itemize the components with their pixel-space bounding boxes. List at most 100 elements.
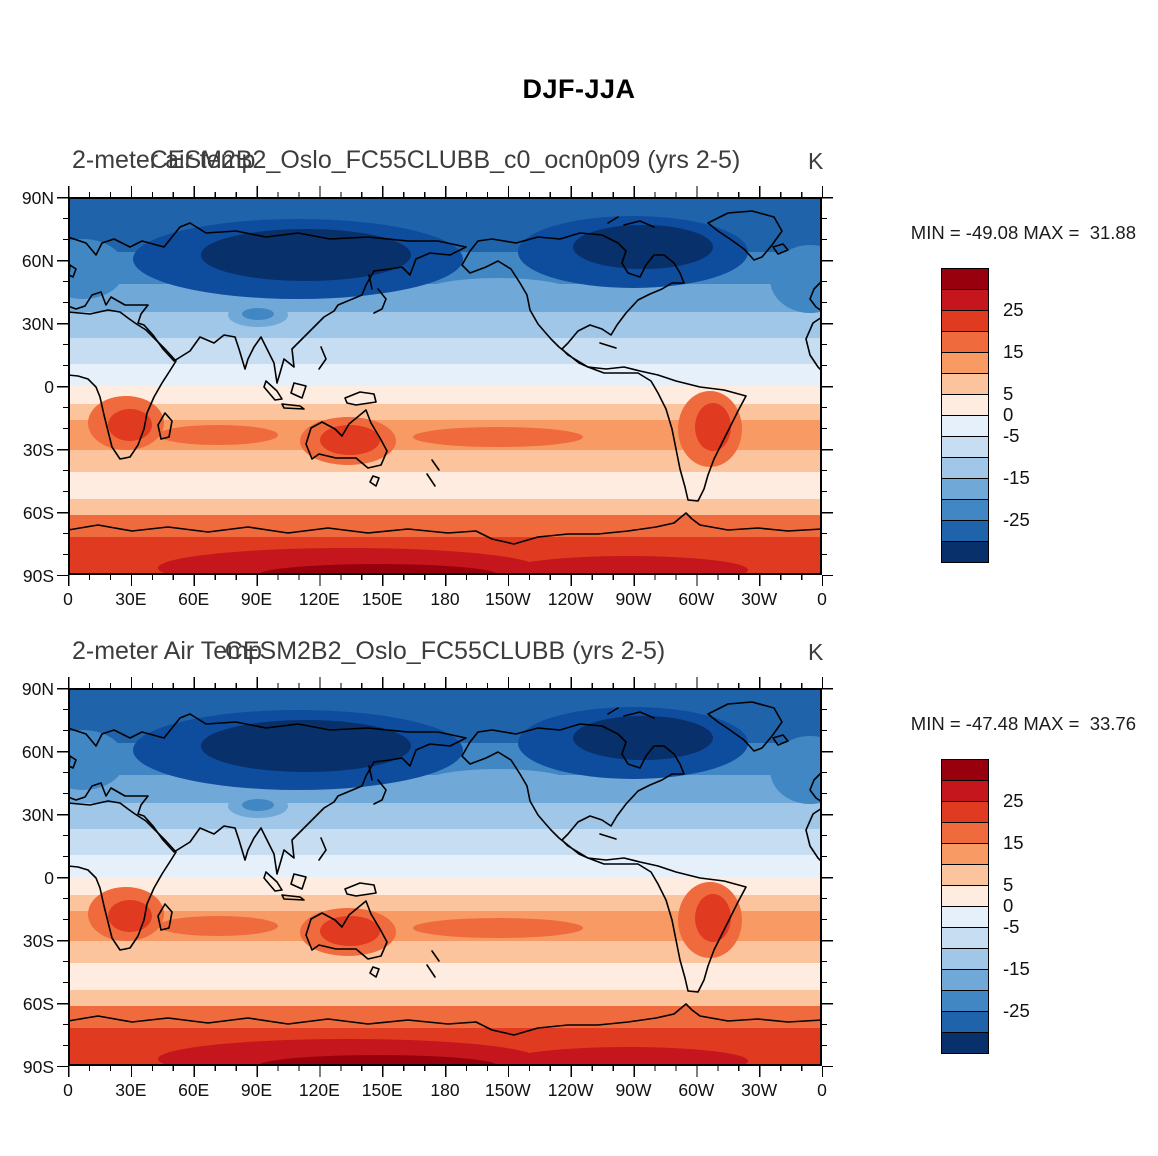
colorbar-box: [941, 268, 989, 290]
colorbar-box: [941, 541, 989, 563]
lat-tick-label: 90S: [22, 566, 54, 586]
lon-axis-labels: 0 30E 60E 90E 120E 150E 180 150W 120W 90W 60W 30W 0: [63, 1080, 827, 1102]
lat-tick-label: 30N: [21, 805, 54, 825]
lat-axis-labels: 90N 60N 30N 0 30S 60S 90S: [10, 679, 54, 1077]
x-axis-ticks-top: [68, 186, 823, 197]
lon-tick-label: 150W: [484, 589, 531, 609]
lat-tick-label: 90N: [21, 188, 54, 208]
colorbar-box: [941, 906, 989, 928]
units-label: K: [808, 148, 824, 174]
colorbar-box: [941, 310, 989, 332]
y-axis-ticks-right: [822, 688, 833, 1067]
panel-top: CESM2B2_Oslo_FC55CLUBB_c0_ocn0p09 (yrs 2…: [10, 146, 1136, 611]
colorbar-box: [941, 780, 989, 802]
panel-bottom: CESM2B2_Oslo_FC55CLUBB (yrs 2-5) 2-meter…: [0, 491, 1158, 1111]
lat-tick-label: 60N: [21, 742, 54, 762]
lon-tick-label: 30W: [741, 589, 778, 609]
colorbar-box: [941, 822, 989, 844]
colorbar-stack: [941, 759, 989, 1054]
minmax-stats: MIN = -49.08 MAX = 31.88: [910, 222, 1136, 243]
colorbar-tick-label: 15: [1003, 832, 1024, 853]
panel-title-row: CESM2B2_Oslo_FC55CLUBB_c0_ocn0p09 (yrs 2…: [68, 146, 824, 180]
colorbar-stack: [941, 268, 989, 563]
lon-tick-label: 150E: [361, 1080, 403, 1100]
colorbar: 25 15 5 0 -5 -15 -25: [941, 268, 1071, 563]
colorbar-box: [941, 990, 989, 1012]
colorbar-tick-label: -5: [1003, 425, 1020, 446]
lon-tick-label: 120W: [547, 1080, 594, 1100]
lat-axis-labels: 90N 60N 30N 0 30S 60S 90S: [10, 188, 54, 586]
colorbar-box: [941, 352, 989, 374]
lon-tick-label: 90E: [240, 589, 273, 609]
colorbar-tick-label: -25: [1003, 509, 1030, 530]
colorbar-box: [941, 948, 989, 970]
lat-tick-label: 60N: [21, 251, 54, 271]
lon-tick-label: 30E: [115, 589, 147, 609]
panel-title-row: CESM2B2_Oslo_FC55CLUBB (yrs 2-5) 2-meter…: [68, 637, 823, 671]
colorbar-box: [941, 927, 989, 949]
colorbar-tick-label: -5: [1003, 916, 1020, 937]
lon-tick-label: 120E: [298, 589, 340, 609]
lon-tick-label: 150E: [361, 589, 403, 609]
experiment-title: CESM2B2_Oslo_FC55CLUBB (yrs 2-5): [224, 637, 666, 665]
colorbar-tick-label: 25: [1003, 299, 1024, 320]
colorbar-box: [941, 331, 989, 353]
colorbar-tick-label: -15: [1003, 467, 1030, 488]
colorbar-box: [941, 457, 989, 479]
lon-tick-label: 60E: [178, 1080, 210, 1100]
lat-tick-label: 60S: [22, 503, 54, 523]
y-axis-ticks-left: [57, 197, 68, 576]
lon-tick-label: 0: [817, 589, 827, 609]
y-axis-ticks-right: [822, 197, 833, 576]
colorbar-tick-label: -15: [1003, 958, 1030, 979]
colorbar-box: [941, 759, 989, 781]
lon-tick-label: 0: [63, 1080, 73, 1100]
colorbar-box: [941, 394, 989, 416]
lon-tick-label: 30E: [115, 1080, 147, 1100]
colorbar-tick-label: 5: [1003, 874, 1014, 895]
colorbar-tick-label: 15: [1003, 341, 1024, 362]
colorbar-tick-label: 5: [1003, 383, 1014, 404]
x-axis-ticks-bottom: [68, 1066, 823, 1077]
lat-tick-label: 60S: [22, 994, 54, 1014]
colorbar-tick-label: -25: [1003, 1000, 1030, 1021]
colorbar-box: [941, 885, 989, 907]
lat-tick-label: 30S: [22, 931, 54, 951]
colorbar: 25 15 5 0 -5 -15 -25: [941, 759, 1071, 1054]
experiment-title: CESM2B2_Oslo_FC55CLUBB_c0_ocn0p09 (yrs 2…: [149, 146, 741, 174]
colorbar-box: [941, 415, 989, 437]
lat-tick-label: 30S: [22, 440, 54, 460]
lon-tick-label: 180: [430, 589, 460, 609]
lon-tick-label: 120E: [298, 1080, 340, 1100]
lon-tick-label: 0: [63, 589, 73, 609]
lon-tick-label: 90W: [615, 1080, 652, 1100]
lon-tick-label: 60W: [678, 589, 715, 609]
variable-title: 2-meter Air Temp: [72, 637, 262, 665]
y-axis-ticks-left: [57, 688, 68, 1067]
lon-tick-label: 120W: [547, 589, 594, 609]
lon-tick-label: 150W: [484, 1080, 531, 1100]
colorbar-box: [941, 373, 989, 395]
lon-tick-label: 90E: [240, 1080, 273, 1100]
lon-tick-label: 90W: [615, 589, 652, 609]
colorbar-box: [941, 864, 989, 886]
variable-title: 2-meter air temp: [72, 146, 256, 174]
colorbar-box: [941, 843, 989, 865]
lon-axis-labels: 0 30E 60E 90E 120E 150E 180 150W 120W 90W 60W 30W 0: [63, 589, 827, 611]
lon-tick-label: 180: [430, 1080, 460, 1100]
world-map: [68, 688, 822, 1066]
colorbar-tick-label: 0: [1003, 404, 1014, 425]
lon-tick-label: 60W: [678, 1080, 715, 1100]
lat-tick-label: 90N: [21, 679, 54, 699]
main-title: DJF-JJA: [522, 74, 636, 104]
colorbar-tick-label: 0: [1003, 895, 1014, 916]
lon-tick-label: 60E: [178, 589, 210, 609]
lat-tick-label: 30N: [21, 314, 54, 334]
colorbar-box: [941, 1011, 989, 1033]
lat-tick-label: 90S: [22, 1057, 54, 1077]
lat-tick-label: 0: [44, 868, 54, 888]
map-panel: [68, 688, 822, 1066]
colorbar-box: [941, 289, 989, 311]
lon-tick-label: 0: [817, 1080, 827, 1100]
